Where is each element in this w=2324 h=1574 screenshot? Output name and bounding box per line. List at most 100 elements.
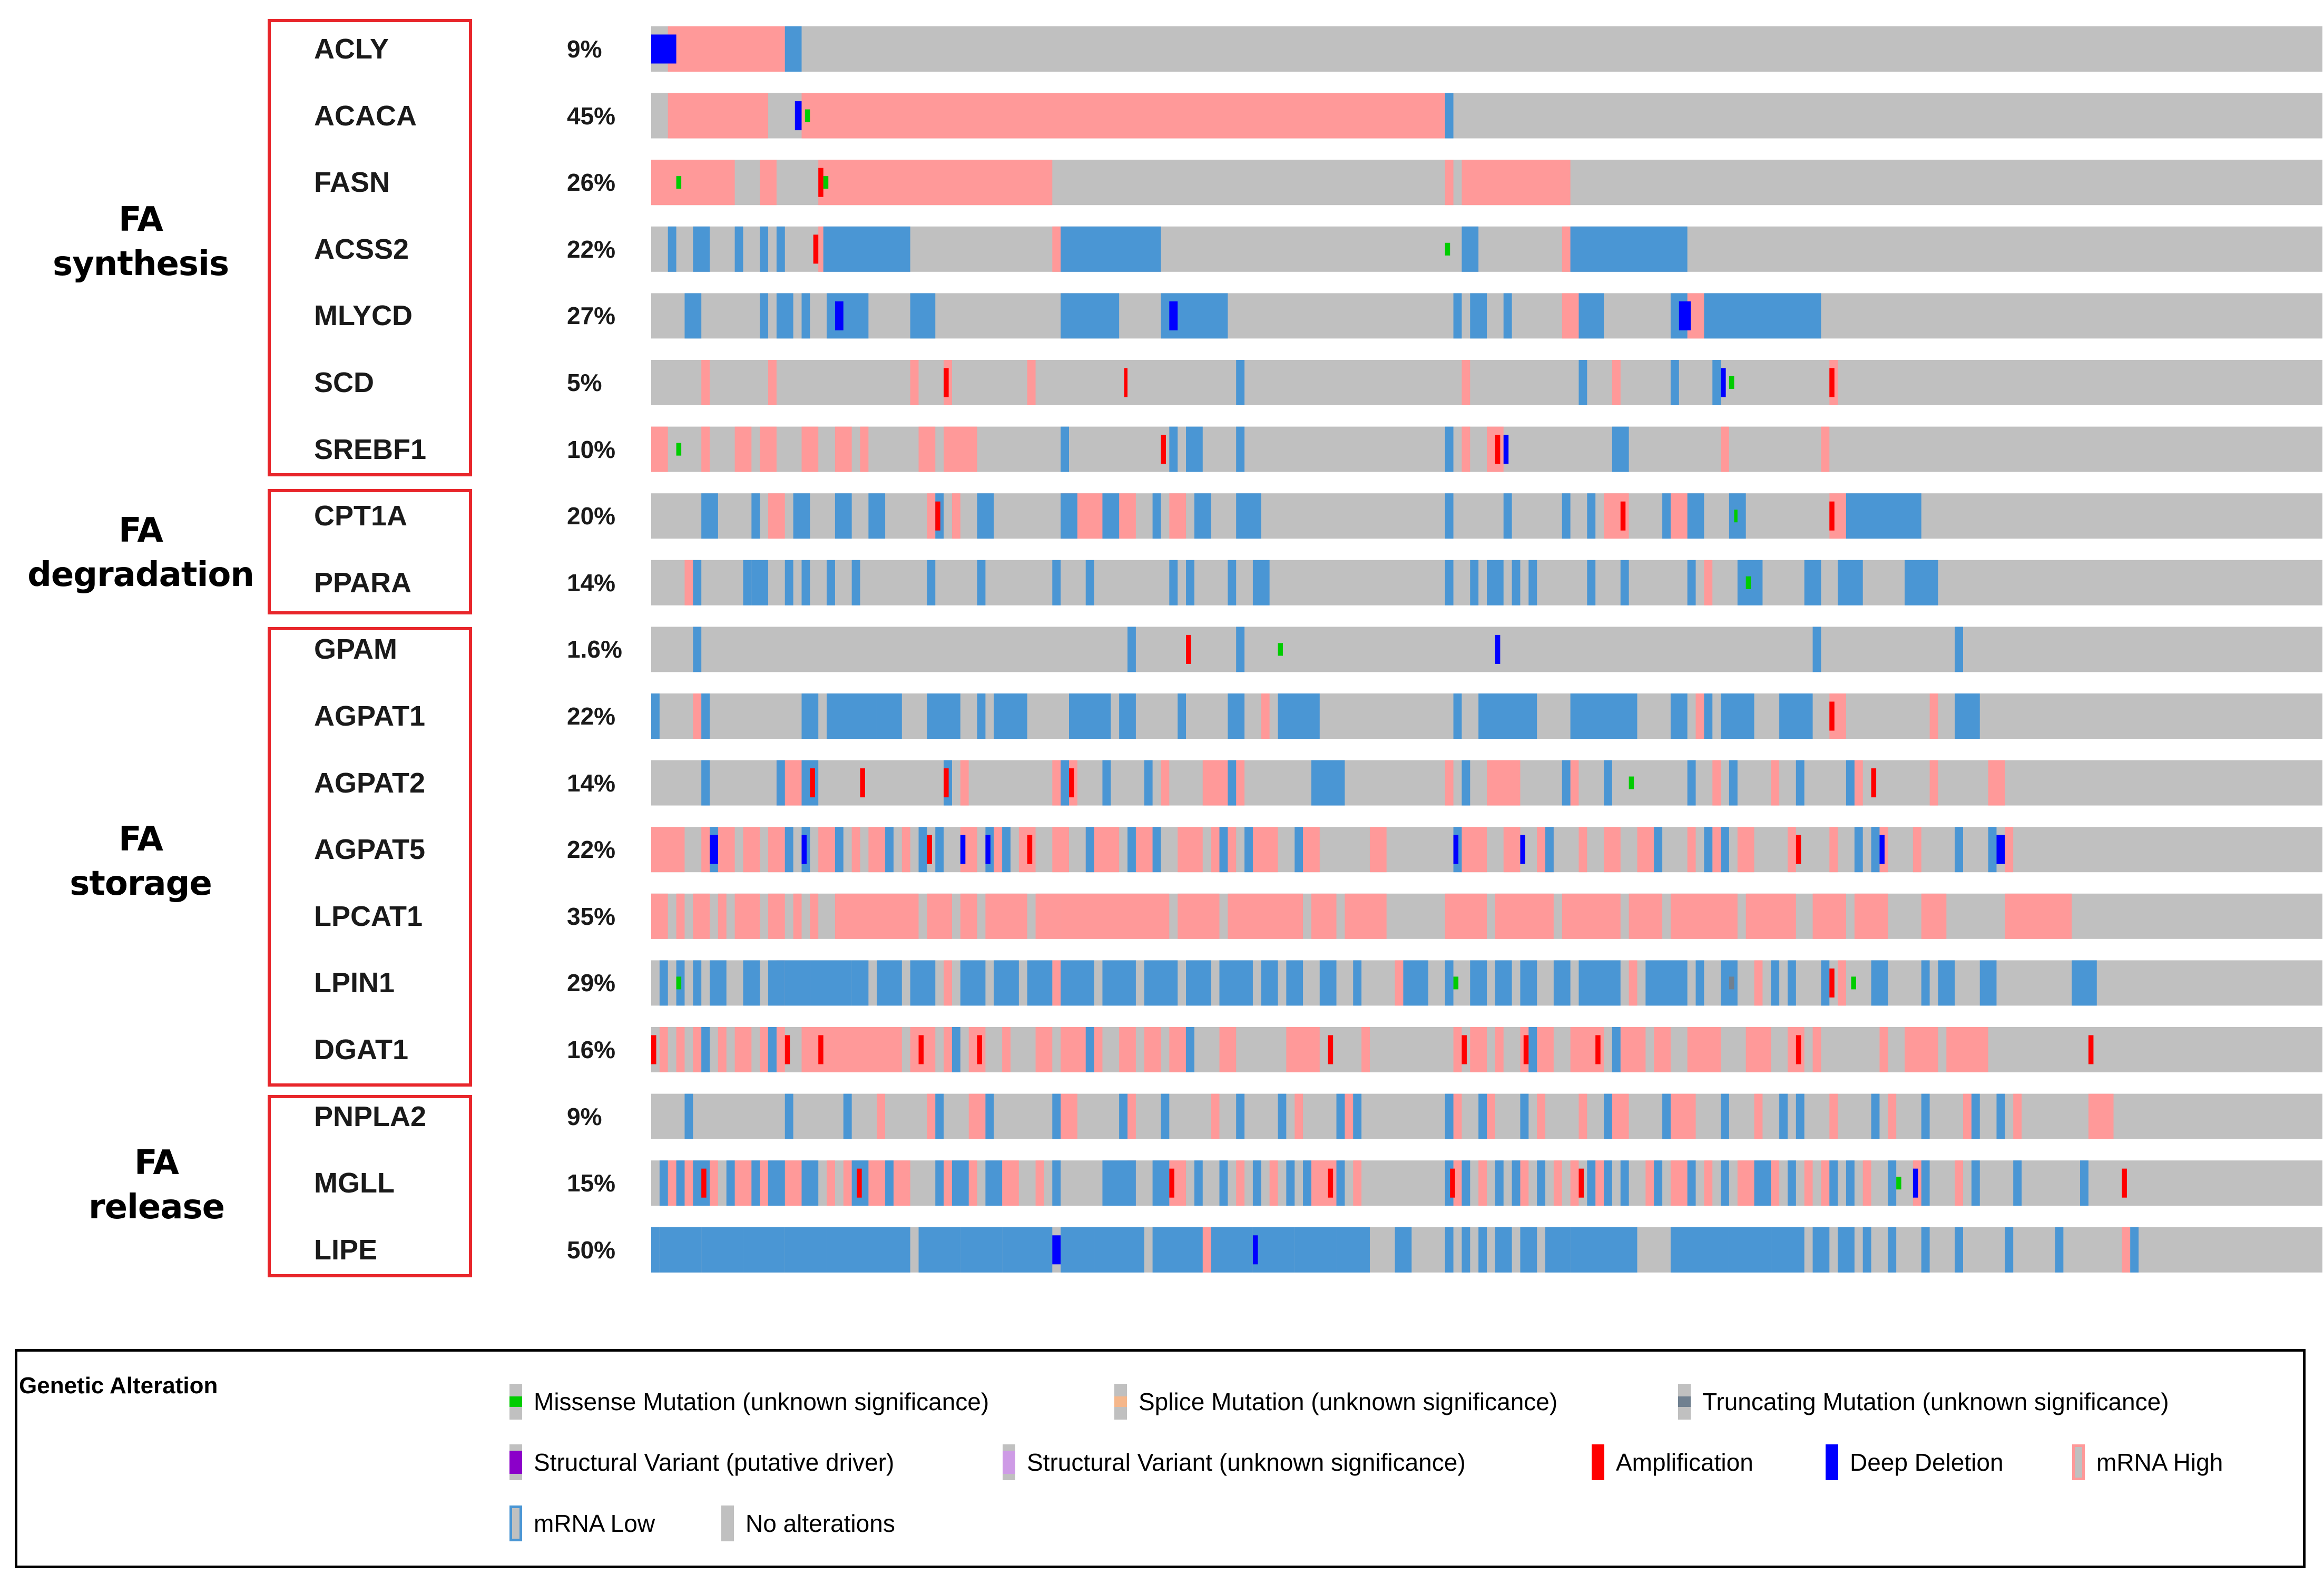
mrna-low-cell (1620, 1160, 1629, 1206)
mrna-low-cell (1236, 426, 1245, 472)
mrna-low-cell (743, 960, 760, 1006)
mrna-low-cell (785, 827, 793, 873)
mrna-low-cell (1470, 293, 1487, 339)
mrna-high-cell (868, 827, 886, 873)
mrna-high-cell (693, 693, 702, 739)
deep-deletion-cell (1052, 1235, 1061, 1265)
mrna-low-cell (1211, 1227, 1253, 1273)
mrna-high-cell (1135, 827, 1153, 873)
mrna-high-cell (1771, 1160, 1780, 1206)
mrna-low-cell (768, 1027, 777, 1072)
mrna-low-cell (1503, 293, 1512, 339)
mrna-high-cell (1687, 1027, 1721, 1072)
mrna-low-cell (1478, 1093, 1487, 1139)
group-label-line: degradation (27, 555, 254, 594)
mrna-low-cell (1587, 560, 1596, 605)
mrna-low-cell (1194, 1160, 1203, 1206)
mrna-low-cell (1453, 693, 1462, 739)
amplification-cell (1871, 768, 1877, 798)
mrna-high-cell (684, 1160, 693, 1206)
mrna-high-cell (1988, 760, 2005, 806)
mrna-high-cell (1838, 960, 1846, 1006)
mrna-low-cell (1303, 1160, 1311, 1206)
mrna-high-cell (1629, 960, 1637, 1006)
group-box-release (268, 1095, 472, 1277)
missense-mutation-cell (1896, 1177, 1901, 1190)
mrna-low-cell (1261, 960, 1278, 1006)
mrna-high-cell (1537, 1093, 1546, 1139)
track-background (651, 493, 2322, 539)
mrna-low-cell (1061, 493, 1077, 539)
mrna-high-cell (1620, 1027, 1646, 1072)
mrna-high-cell (760, 426, 777, 472)
mrna-high-cell (684, 560, 693, 605)
mrna-high-cell (760, 1160, 769, 1206)
alteration-percentage: 35% (567, 902, 616, 930)
group-label-line: FA (134, 1143, 179, 1182)
gene-name: MLYCD (314, 300, 413, 332)
mrna-low-cell (1453, 293, 1462, 339)
amplification-cell (1169, 1168, 1174, 1198)
amplification-swatch (1592, 1444, 1604, 1480)
mrna-high-cell (944, 1160, 952, 1206)
mrna-low-cell (2013, 1160, 2022, 1206)
mrna-high-cell (1670, 493, 1688, 539)
mrna-high-cell (1929, 693, 1938, 739)
amplification-cell (944, 368, 949, 397)
mrna-low-cell (1838, 1227, 1855, 1273)
gene-name: ACSS2 (314, 233, 409, 265)
mrna-low-cell (1721, 693, 1754, 739)
amplification-cell (1161, 435, 1166, 464)
mrna-low-cell (1871, 1093, 1880, 1139)
mrna-low-cell (1161, 1093, 1170, 1139)
deep-deletion-cell (1495, 634, 1501, 664)
mrna-high-cell (851, 827, 860, 873)
group-label-line: FA (119, 200, 163, 239)
mrna-high-cell (1286, 1027, 1320, 1072)
mrna-low-cell (1612, 1027, 1621, 1072)
mrna-high-cell (985, 893, 1027, 939)
mrna-low-cell (1938, 960, 1955, 1006)
mrna-high-cell (1963, 1093, 1972, 1139)
mrna-high-cell (901, 827, 910, 873)
mrna-low-cell (885, 1160, 894, 1206)
mrna-high-cell (1169, 493, 1186, 539)
mrna-high-cell (1804, 1160, 1813, 1206)
amplification-cell (927, 835, 932, 864)
mrna-low-cell (1528, 560, 1537, 605)
alteration-percentage: 16% (567, 1036, 616, 1063)
mrna-low-cell (918, 827, 927, 873)
mrna-low-cell (1604, 760, 1612, 806)
mrna-high-cell (960, 893, 977, 939)
mrna-low-cell (743, 560, 752, 605)
mrna-high-cell (1704, 560, 1713, 605)
mrna-high-cell (1704, 1160, 1713, 1206)
mrna-high-cell (1854, 893, 1888, 939)
mrna-high-cell (1670, 1160, 1688, 1206)
mrna-high-cell (1721, 426, 1729, 472)
mrna-high-cell (1027, 360, 1036, 405)
mrna-low-cell (1921, 1227, 1930, 1273)
mrna-high-cell (1812, 1027, 1821, 1072)
mrna-low-cell (1955, 627, 1964, 672)
track-background (651, 627, 2322, 672)
mrna-high-cell (1445, 760, 1454, 806)
mrna-low-cell (1102, 760, 1111, 806)
mrna-high-cell (659, 1027, 668, 1072)
gene-name: ACLY (314, 33, 389, 65)
deep-deletion-cell (1879, 835, 1885, 864)
amplification-cell (1829, 501, 1835, 531)
mrna-high-cell (1202, 760, 1245, 806)
mrna-low-cell (885, 827, 894, 873)
mrna-low-cell (1654, 827, 1663, 873)
mrna-low-cell (2072, 960, 2097, 1006)
mrna-low-cell (910, 960, 936, 1006)
mrna-high-cell (1311, 893, 1337, 939)
legend-label: No alterations (746, 1510, 895, 1537)
mrna-low-cell (1470, 960, 1487, 1006)
mrna-high-cell (1637, 827, 1654, 873)
mrna-high-cell (1829, 1093, 1838, 1139)
deep-deletion-cell (1913, 1168, 1918, 1198)
mrna-low-cell (1445, 493, 1454, 539)
legend-item-mrna-low: mRNA Low (509, 1505, 655, 1542)
